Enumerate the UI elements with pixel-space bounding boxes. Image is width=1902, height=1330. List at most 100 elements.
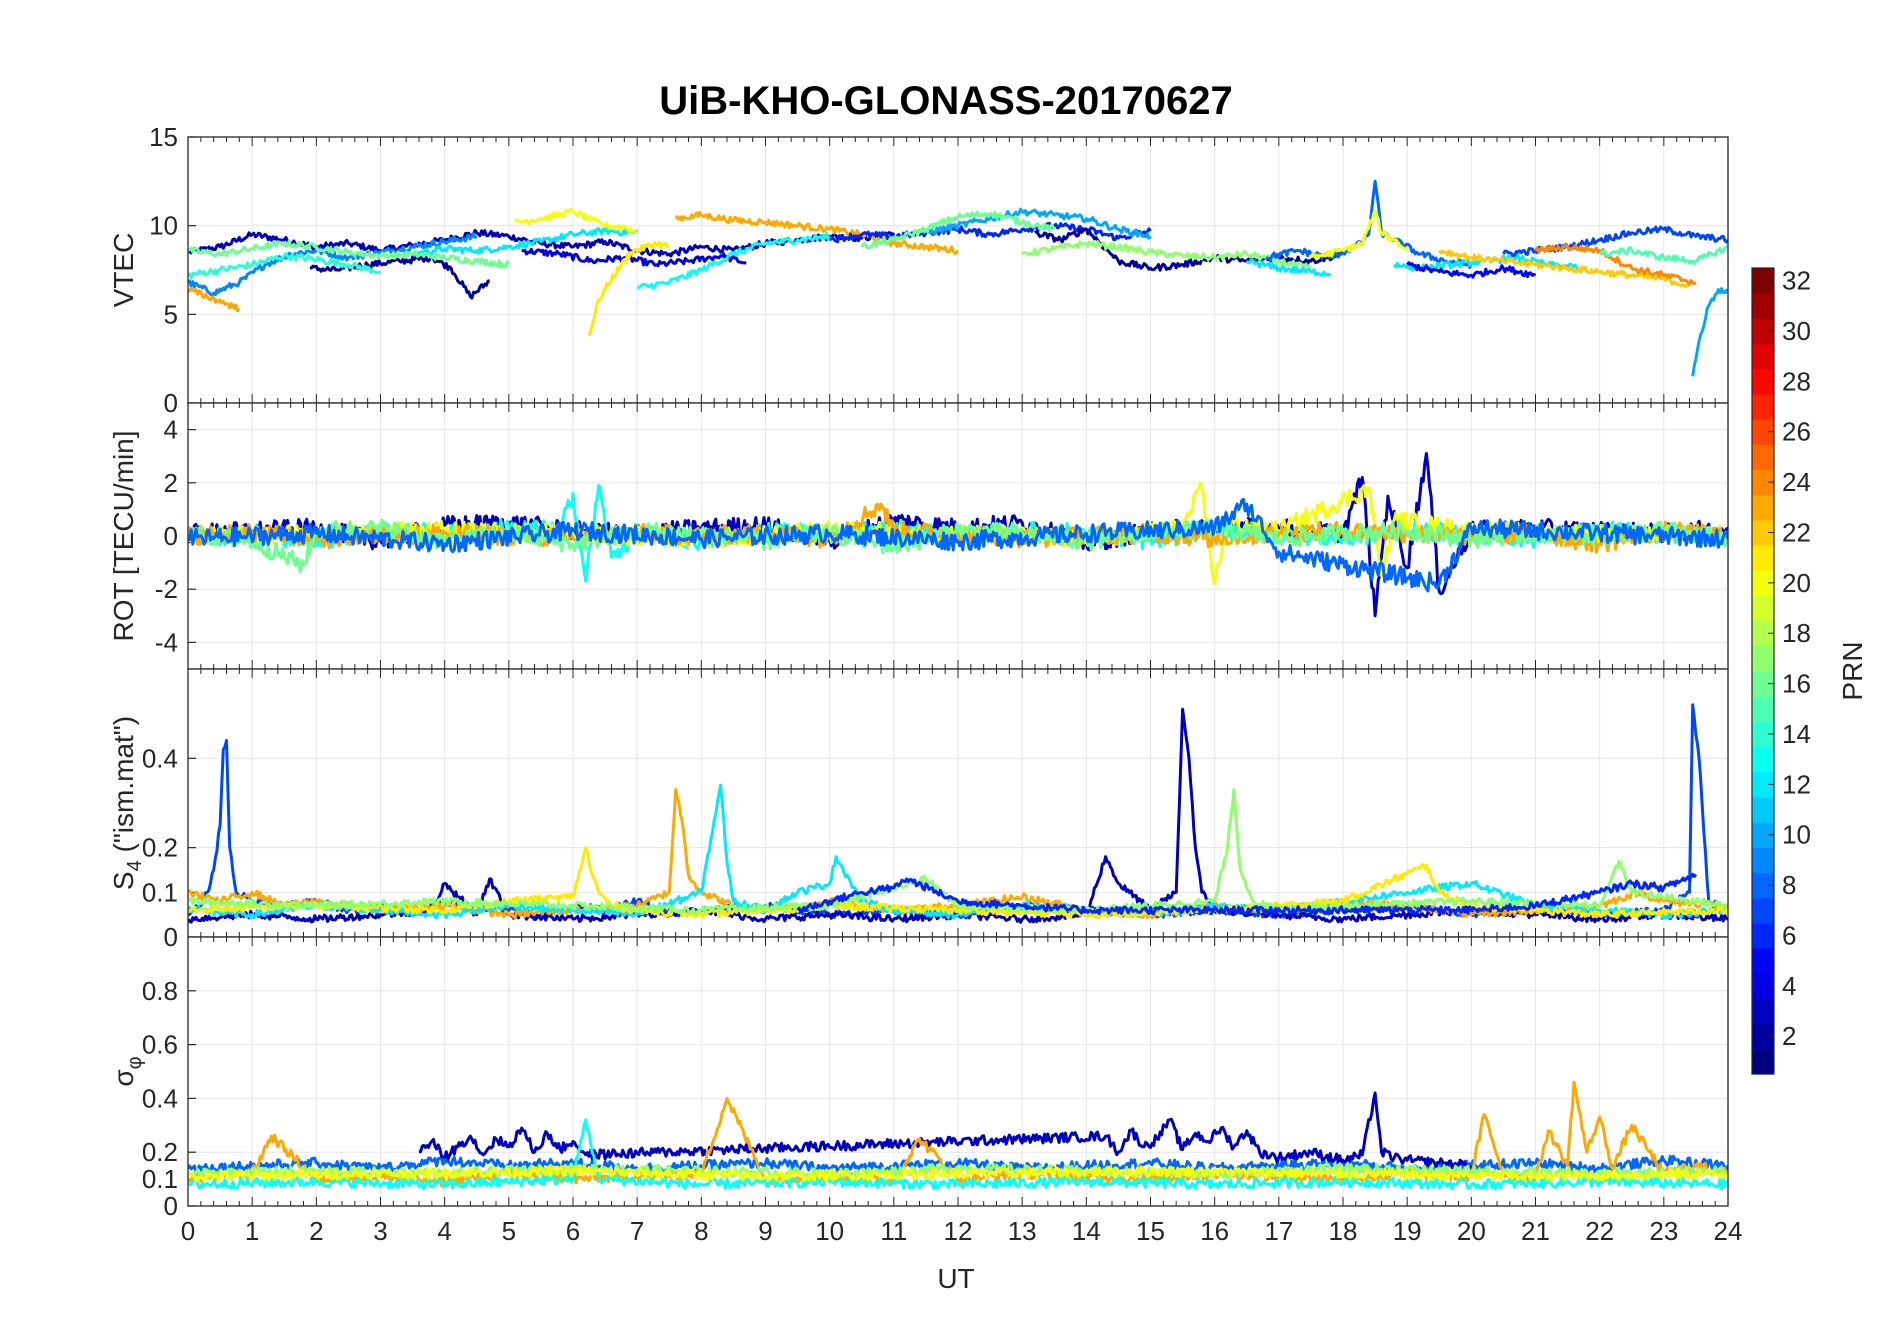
y-tick-label: 15 (149, 122, 178, 152)
y-tick-label: 0.4 (142, 1083, 178, 1113)
x-tick-label: 7 (630, 1216, 644, 1246)
series-line-prn-16 (860, 210, 1056, 250)
colorbar-segment (1752, 469, 1774, 496)
colorbar-tick-label: 16 (1782, 669, 1811, 699)
colorbar-tick-label: 32 (1782, 266, 1811, 296)
colorbar-tick-label: 20 (1782, 568, 1811, 598)
series-line-prn-2 (1033, 227, 1345, 272)
y-axis-label-sigma: σφ (108, 1056, 146, 1086)
y-tick-label: -4 (155, 627, 178, 657)
panel-vtec: 0 5 10 15 VTEC (108, 122, 1729, 418)
series-group-rot (188, 452, 1728, 618)
series-line-prn-3 (418, 1091, 1473, 1172)
colorbar-segment (1752, 293, 1774, 319)
colorbar-segment (1752, 419, 1774, 445)
y-tick-label: 0.6 (142, 1030, 178, 1060)
x-tick-label: 1 (245, 1216, 259, 1246)
colorbar-segment (1752, 872, 1774, 899)
y-axis-label-main: σ (108, 1069, 139, 1086)
colorbar-segment (1752, 570, 1774, 597)
series-line-prn-20 (1309, 210, 1409, 259)
x-axis-label: UT (937, 1263, 974, 1294)
colorbar-tick-label: 4 (1782, 971, 1796, 1001)
x-tick-label: 9 (758, 1216, 772, 1246)
series-line-prn-12 (1245, 258, 1332, 277)
x-tick-label: 23 (1649, 1216, 1678, 1246)
y-axis-label-main: S (108, 871, 139, 890)
series-line-prn-12 (188, 783, 1728, 920)
y-axis-label-vtec: VTEC (108, 233, 139, 308)
colorbar-tick-label: 14 (1782, 719, 1811, 749)
y-tick-label: 0 (164, 922, 178, 952)
panel-sigma: 00.10.2 0.4 0.6 0.8 σφ (108, 936, 1729, 1221)
colorbar-segment (1752, 771, 1774, 798)
y-tick-label: 0.2 (142, 833, 178, 863)
y-axis-label-sub: 4 (124, 860, 146, 871)
colorbar-segment (1752, 948, 1774, 974)
panel-rot: -4 -2 0 2 4 ROT [TECU/min] (108, 402, 1729, 670)
x-tick-label: 15 (1136, 1216, 1165, 1246)
colorbar-segment (1752, 318, 1774, 345)
y-tick-label: 0 (164, 521, 178, 551)
colorbar-tick-label: 26 (1782, 417, 1811, 447)
series-line-prn-9 (188, 232, 478, 297)
x-tick-label: 3 (373, 1216, 387, 1246)
series-line-prn-8 (1265, 179, 1473, 269)
colorbar-segment (1752, 343, 1774, 370)
series-line-prn-4 (521, 247, 747, 268)
series-line-prn-13 (637, 232, 832, 290)
series-line-prn-10 (924, 207, 1152, 240)
x-tick-label: 14 (1072, 1216, 1101, 1246)
y-axis-label-s4: S4 ("ism.mat") (108, 716, 146, 890)
y-tick-label: 10 (149, 211, 178, 241)
series-line-prn-2 (309, 254, 491, 300)
colorbar-segment (1752, 671, 1774, 697)
colorbar-tick-label: 24 (1782, 467, 1811, 497)
y-tick-label: 0.4 (142, 743, 178, 773)
colorbar-tick-label: 22 (1782, 517, 1811, 547)
colorbar-tick-label: 12 (1782, 769, 1811, 799)
colorbar-tick-label: 28 (1782, 366, 1811, 396)
colorbar-segment (1752, 595, 1774, 622)
colorbar-segment (1752, 796, 1774, 823)
colorbar-tick-label: 6 (1782, 920, 1796, 950)
colorbar-segment (1752, 696, 1774, 722)
y-axis-label-rest: ("ism.mat") (108, 716, 139, 860)
colorbar-segment (1752, 368, 1774, 395)
series-line-prn-24 (1534, 243, 1697, 286)
colorbar-tick-label: 18 (1782, 618, 1811, 648)
colorbar-segment (1752, 1048, 1774, 1075)
colorbar-segment (1752, 393, 1774, 420)
x-tick-label: 17 (1264, 1216, 1293, 1246)
series-line-prn-8 (188, 498, 1728, 593)
series-line-prn-22 (1438, 249, 1691, 288)
series-line-prn-5 (1406, 261, 1537, 279)
colorbar-tick-label: 2 (1782, 1021, 1796, 1051)
y-tick-label: 0.1 (142, 877, 178, 907)
colorbar-segment (1752, 922, 1774, 949)
chart-title: UiB-KHO-GLONASS-20170627 (659, 79, 1233, 123)
colorbar-segment (1752, 268, 1774, 294)
series-line-prn-21 (188, 846, 1728, 920)
x-tick-label: 16 (1200, 1216, 1229, 1246)
panel-s4: 00.10.20.4S4 ("ism.mat") (108, 668, 1729, 952)
colorbar-segment (1752, 721, 1774, 748)
y-tick-label: 0.2 (142, 1137, 178, 1167)
colorbar-segment (1752, 1023, 1774, 1050)
y-tick-label: 5 (164, 299, 178, 329)
x-tick-label: 10 (815, 1216, 844, 1246)
colorbar-segment (1752, 494, 1774, 521)
x-tick-label: 4 (437, 1216, 451, 1246)
series-line-prn-15 (1598, 245, 1728, 266)
series-group-s4 (188, 703, 1728, 924)
x-tick-label: 2 (309, 1216, 323, 1246)
y-tick-label: 2 (164, 468, 178, 498)
x-axis-tick-labels: 0 1 2 3 4 5 6 7 8 9 10 11 12 13 14 15 16 17 18 19 20 21 22 23 24 (181, 1216, 1743, 1246)
y-tick-label: 0 (164, 1191, 178, 1221)
colorbar-segment (1752, 897, 1774, 924)
colorbar-segment (1752, 620, 1774, 647)
y-tick-label: 0.8 (142, 976, 178, 1006)
